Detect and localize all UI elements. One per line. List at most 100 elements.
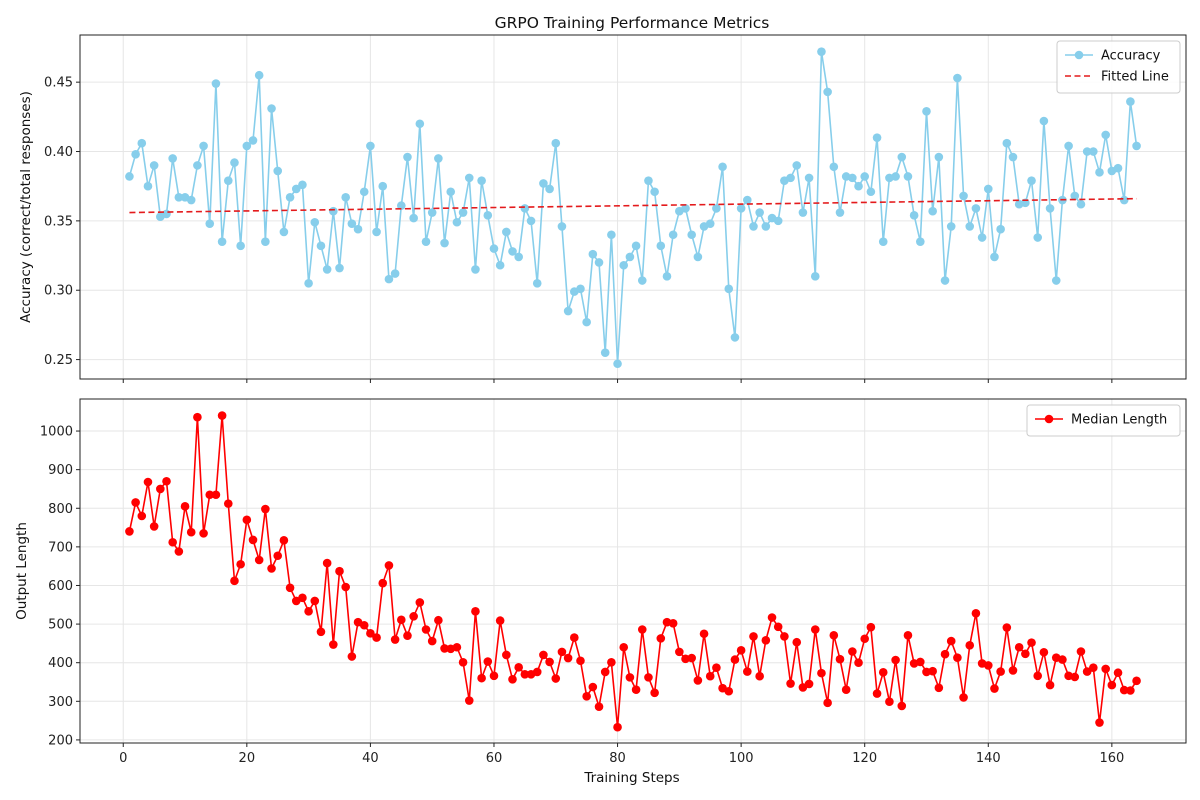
accuracy-series-0-point	[267, 104, 276, 113]
length-series-0-point	[1021, 649, 1030, 659]
accuracy-series-0-point	[137, 138, 147, 148]
accuracy-series-0-point	[186, 195, 196, 205]
accuracy-series-0-point	[860, 172, 869, 181]
accuracy-series-0-point	[452, 217, 462, 227]
length-series-0-point	[897, 701, 907, 711]
accuracy-series-0-point	[261, 237, 270, 246]
length-series-0-point	[1101, 664, 1110, 674]
length-series-0-point	[168, 537, 177, 547]
accuracy-series-0-point	[687, 230, 696, 240]
length-series-0-point	[866, 622, 876, 632]
accuracy-series-0-point	[996, 224, 1005, 234]
accuracy-series-0-point	[897, 152, 907, 162]
length-series-0-point	[366, 629, 375, 638]
length-series-0-point	[625, 673, 635, 682]
length-series-0-point	[940, 649, 950, 659]
accuracy-series-0-point	[823, 87, 832, 97]
length-series-0-point	[563, 653, 573, 663]
length-series-0-point	[687, 653, 696, 663]
length-series-0-point	[1132, 676, 1141, 686]
length-series-0-point	[298, 593, 307, 603]
accuracy-series-0-point	[353, 224, 363, 234]
length-series-0-point	[502, 650, 511, 660]
length-ytick-label: 500	[48, 618, 73, 633]
length-series-0-point	[1089, 663, 1098, 673]
length-series-0-point	[1014, 642, 1024, 652]
length-series-0-point	[928, 666, 937, 676]
length-series-0-point	[545, 657, 554, 667]
length-series-0-point	[736, 646, 746, 655]
accuracy-series-0-point	[835, 208, 845, 217]
length-series-0-point	[341, 582, 350, 592]
accuracy-series-0-point	[644, 176, 653, 185]
accuracy-series-0-point	[149, 161, 159, 170]
length-series-0-point	[872, 689, 882, 698]
accuracy-series-0-point	[718, 162, 727, 172]
accuracy-series-0-point	[502, 227, 511, 237]
length-xtick-label: 140	[976, 751, 1001, 766]
accuracy-series-0-point	[563, 306, 573, 316]
accuracy-series-0-point	[959, 191, 968, 201]
accuracy-series-0-point	[539, 179, 548, 188]
accuracy-series-0-point	[965, 222, 975, 231]
length-series-0-point	[217, 411, 227, 420]
length-series-0-point	[464, 696, 474, 705]
accuracy-series-0-point	[359, 187, 369, 197]
length-series-0-point	[143, 477, 153, 487]
length-series-0-point	[409, 612, 418, 621]
length-series-0-point	[996, 667, 1005, 676]
length-series-0-point	[650, 688, 659, 698]
length-series-0-point	[1045, 680, 1055, 690]
accuracy-series-0-point	[848, 173, 857, 183]
accuracy-series-0-point	[922, 106, 931, 116]
accuracy-series-0-point	[477, 176, 486, 185]
length-series-0-point	[427, 636, 437, 646]
length-series-0-point	[1126, 686, 1135, 695]
length-series-0-point	[199, 529, 208, 538]
accuracy-series-0-point	[755, 208, 764, 217]
accuracy-series-1-line	[129, 197, 1137, 214]
accuracy-series-0-point	[804, 173, 814, 183]
accuracy-series-0-point	[304, 278, 313, 288]
length-series-0-point	[1107, 680, 1117, 690]
accuracy-series-0-point	[1027, 176, 1036, 185]
accuracy-series-0-point	[273, 166, 283, 176]
accuracy-legend-box	[1056, 40, 1181, 94]
length-series-0-point	[668, 619, 678, 628]
length-series-0-point	[1002, 623, 1012, 632]
accuracy-series-0-point	[384, 274, 394, 284]
length-series-0-point	[1076, 647, 1086, 656]
length-series-0-point	[767, 613, 777, 622]
length-xtick-label: 80	[609, 751, 626, 766]
length-series-0-point	[860, 634, 869, 644]
length-series-0-point	[551, 674, 561, 683]
accuracy-series-0-point	[242, 141, 252, 151]
length-series-0-point	[495, 616, 505, 625]
accuracy-series-0-point	[489, 244, 499, 253]
accuracy-series-0-point	[829, 162, 839, 172]
accuracy-series-0-point	[934, 152, 944, 162]
length-ytick-label: 300	[48, 695, 73, 710]
length-series-0-point	[576, 656, 585, 666]
length-series-0-point	[786, 679, 795, 688]
accuracy-series-0-point	[1089, 147, 1098, 156]
accuracy-series-0-point	[810, 272, 820, 281]
accuracy-series-0-point	[1132, 141, 1141, 151]
accuracy-series-0-point	[230, 158, 239, 167]
length-ytick-label: 1000	[40, 425, 73, 440]
accuracy-series-0-point	[1113, 163, 1123, 173]
accuracy-series-0-point	[625, 252, 635, 262]
x-axis-label: Training Steps	[583, 770, 679, 786]
accuracy-series-0-point	[508, 247, 517, 256]
accuracy-series-0-point	[650, 187, 659, 197]
accuracy-series-0-point	[545, 184, 554, 194]
length-series-0-point	[539, 650, 548, 660]
length-ytick-label: 600	[48, 579, 73, 594]
accuracy-series-0-point	[582, 317, 591, 327]
length-series-0-point	[761, 636, 771, 645]
length-series-0-point	[823, 698, 832, 708]
length-series-0-point	[471, 607, 480, 616]
accuracy-series-0-point	[421, 237, 431, 246]
length-ytick-label: 200	[48, 733, 73, 748]
length-series-0-point	[773, 622, 783, 632]
